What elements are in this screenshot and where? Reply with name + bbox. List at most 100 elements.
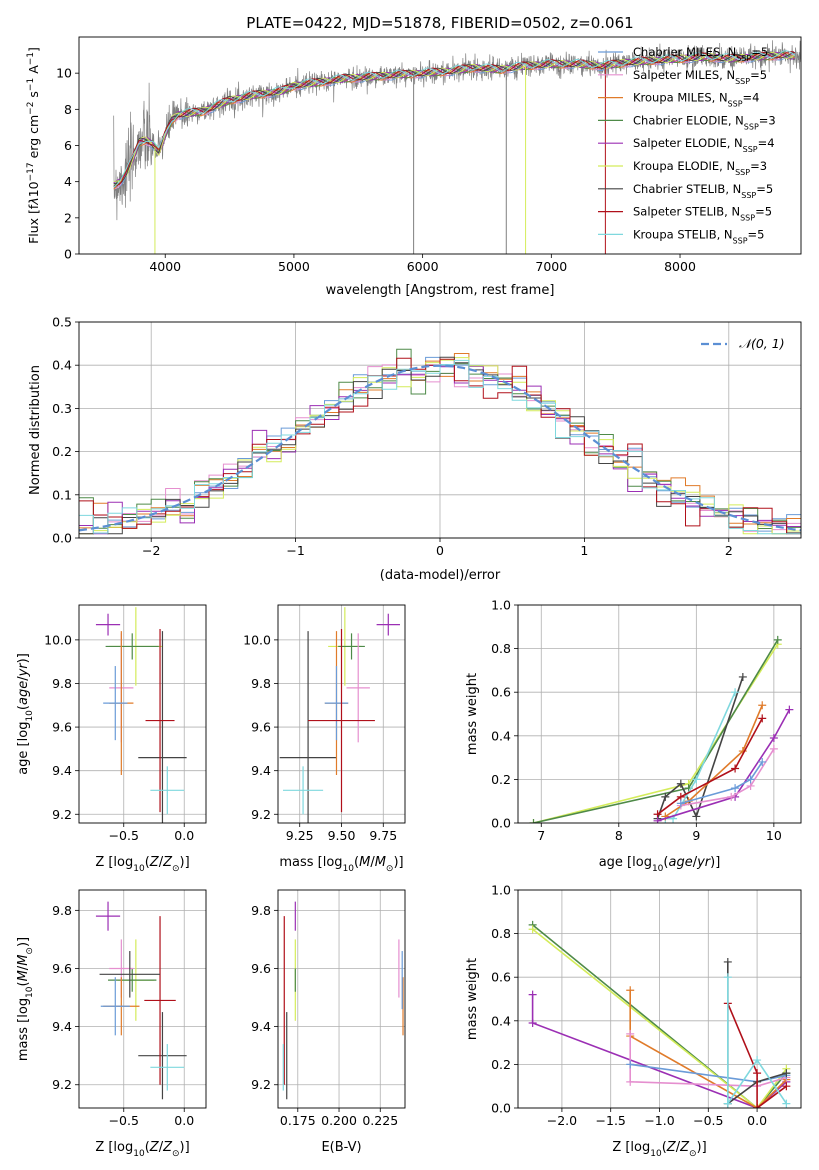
plus-marker bbox=[676, 779, 685, 788]
legend-count: =5 bbox=[756, 182, 773, 196]
y-tick-label: 6 bbox=[64, 138, 72, 153]
chart-title: PLATE=0422, MJD=51878, FIBERID=0502, z=0… bbox=[246, 14, 633, 32]
x-tick-label: 2 bbox=[725, 543, 733, 558]
plus-marker bbox=[758, 714, 767, 723]
legend-count: =5 bbox=[751, 45, 768, 59]
residuals-frame bbox=[78, 321, 802, 539]
y-tick-label: 9.2 bbox=[251, 807, 271, 822]
legend-label: Kroupa MILES, NSSP=4 bbox=[633, 91, 759, 109]
mass-weight-line bbox=[727, 977, 788, 1107]
ebv-mass-axes: 0.175 0.200 0.225 9.2 9.4 9.6 9.8 bbox=[251, 890, 405, 1128]
y-tick-label: 10 bbox=[56, 66, 72, 81]
mass-weight-line bbox=[680, 748, 775, 807]
x-tick-label: 0.0 bbox=[747, 1113, 767, 1128]
y-tick-label: 0.0 bbox=[52, 531, 72, 546]
cum-z-axes: −2.0 −1.5 −1.0 −0.5 0.0 0.0 0.2 0.4 0.6 0.8 1.0 bbox=[491, 883, 801, 1128]
mass-weight-line bbox=[629, 990, 787, 1108]
legend-label: Chabrier MILES, NSSP=5 bbox=[633, 45, 768, 63]
cum-age-axes: 7 8 9 10 0.0 0.2 0.4 0.6 0.8 1.0 bbox=[491, 598, 801, 843]
plus-marker bbox=[723, 1099, 732, 1108]
y-tick-label: 0.4 bbox=[491, 728, 511, 743]
mass-weight-line bbox=[727, 1003, 787, 1108]
x-tick-label: 0.225 bbox=[362, 1113, 398, 1128]
legend-label: Chabrier STELIB, NSSP=5 bbox=[633, 182, 773, 200]
y-tick-label: 0.2 bbox=[491, 772, 511, 787]
plus-marker bbox=[676, 799, 685, 808]
y-tick-label: 0.2 bbox=[491, 1057, 511, 1072]
model-spectrum bbox=[113, 51, 795, 184]
y-tick-label: 1.0 bbox=[491, 883, 511, 898]
y-tick-label: 0.4 bbox=[52, 358, 72, 373]
mass-weight-line bbox=[657, 709, 791, 822]
y-tick-label: 9.4 bbox=[52, 763, 72, 778]
plus-marker bbox=[692, 812, 701, 821]
legend-subscript: SSP bbox=[743, 145, 758, 154]
legend-subscript: SSP bbox=[728, 99, 743, 108]
y-tick-label: 9.6 bbox=[251, 720, 271, 735]
plus-marker bbox=[653, 816, 662, 823]
legend-label: Kroupa STELIB, NSSP=5 bbox=[633, 227, 764, 245]
residuals-axes: −2 −1 0 1 2 0.0 0.1 0.2 0.3 0.4 0.5 bbox=[52, 315, 801, 558]
x-axis-label: Z [log10(Z/Z⊙)] bbox=[95, 1140, 189, 1159]
legend-subscript: SSP bbox=[741, 190, 756, 199]
y-tick-label: 9.8 bbox=[251, 903, 271, 918]
x-axis-label: E(B-V) bbox=[321, 1140, 361, 1155]
x-tick-label: 0.175 bbox=[280, 1113, 316, 1128]
y-axis-label: mass weight bbox=[465, 958, 480, 1040]
plus-marker bbox=[773, 635, 782, 644]
plus-marker bbox=[528, 1018, 537, 1027]
plus-marker bbox=[746, 775, 755, 784]
plus-marker bbox=[661, 792, 670, 801]
plus-marker bbox=[723, 973, 732, 982]
mass-weight-line bbox=[680, 761, 763, 805]
legend-subscript: SSP bbox=[733, 236, 748, 245]
x-tick-label: −1.0 bbox=[644, 1113, 674, 1128]
x-axis-label: age [log10(age/yr)] bbox=[599, 855, 721, 874]
y-tick-label: 9.8 bbox=[52, 903, 72, 918]
mass-age-axes: 9.25 9.50 9.75 9.2 9.4 9.6 9.8 10.0 bbox=[243, 605, 405, 843]
y-tick-label: 2 bbox=[64, 210, 72, 225]
y-tick-label: 0.1 bbox=[52, 487, 72, 502]
x-axis-label: Z [log10(Z/Z⊙)] bbox=[612, 1140, 706, 1159]
plus-marker bbox=[753, 1056, 762, 1065]
y-tick-label: 0.8 bbox=[491, 641, 511, 656]
x-tick-label: 7000 bbox=[535, 259, 567, 274]
z-mass-axes: −0.5 0.0 9.2 9.4 9.6 9.8 bbox=[52, 890, 206, 1128]
x-tick-label: −0.5 bbox=[109, 1113, 139, 1128]
y-tick-label: 9.6 bbox=[52, 961, 72, 976]
legend-count: =4 bbox=[743, 91, 760, 105]
y-tick-label: 0.4 bbox=[491, 1013, 511, 1028]
x-tick-label: −1.5 bbox=[596, 1113, 626, 1128]
y-tick-label: 0.2 bbox=[52, 444, 72, 459]
x-tick-label: 5000 bbox=[278, 259, 310, 274]
y-tick-label: 8 bbox=[64, 102, 72, 117]
plus-marker bbox=[758, 701, 767, 710]
y-tick-label: 9.4 bbox=[52, 1019, 72, 1034]
legend-label: 𝒩(0, 1) bbox=[739, 336, 785, 351]
plus-marker bbox=[782, 1069, 791, 1078]
legend-count: =3 bbox=[750, 159, 767, 173]
y-axis-label: Normed distribution bbox=[28, 365, 43, 495]
y-tick-label: 9.2 bbox=[251, 1077, 271, 1092]
x-tick-label: 8 bbox=[615, 828, 623, 843]
y-tick-label: 9.2 bbox=[52, 1077, 72, 1092]
mass-weight-line bbox=[532, 928, 788, 1108]
plus-marker bbox=[692, 775, 701, 784]
x-tick-label: 9 bbox=[692, 828, 700, 843]
legend-count: =5 bbox=[748, 227, 765, 241]
legend-subscript: SSP bbox=[735, 76, 750, 85]
x-tick-label: 7 bbox=[537, 828, 545, 843]
legend-label: Salpeter STELIB, NSSP=5 bbox=[633, 205, 772, 223]
plus-marker bbox=[626, 1060, 635, 1069]
legend-count: =3 bbox=[759, 113, 776, 127]
y-tick-label: 1.0 bbox=[491, 598, 511, 613]
legend-count: =5 bbox=[755, 205, 772, 219]
x-tick-label: 8000 bbox=[664, 259, 696, 274]
plus-marker bbox=[753, 1104, 762, 1108]
y-tick-label: 0.0 bbox=[491, 1101, 511, 1116]
x-tick-label: 0.0 bbox=[174, 1113, 194, 1128]
x-tick-label: 9.75 bbox=[369, 828, 397, 843]
y-axis-label: age [log10(age/yr)] bbox=[16, 653, 35, 775]
legend-label: Salpeter ELODIE, NSSP=4 bbox=[633, 136, 775, 154]
